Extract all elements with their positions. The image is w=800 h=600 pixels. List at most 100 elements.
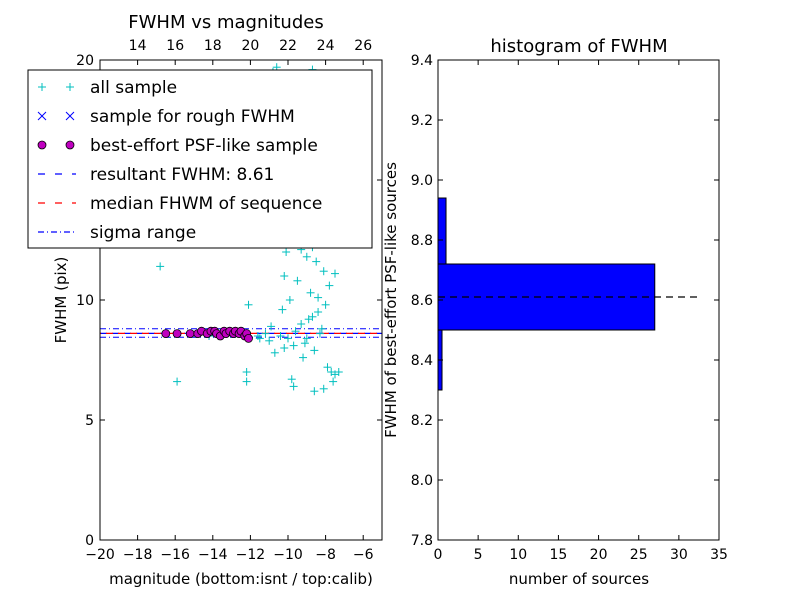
histogram-x-tick-label: 20	[590, 547, 608, 563]
scatter-legend: all sample sample for rough FWHM best-effo…	[27, 69, 373, 249]
scatter-top-tick-label: 18	[204, 38, 222, 54]
legend-marker-right	[66, 83, 74, 91]
all-sample-point	[270, 348, 279, 357]
histogram-y-tick-label: 8.6	[411, 293, 433, 309]
all-sample-point	[314, 308, 323, 316]
all-sample-point	[317, 324, 326, 333]
all-sample-point	[242, 368, 251, 376]
legend-entry: sample for rough FWHM	[37, 107, 295, 127]
histogram-x-axis-label: number of sources	[509, 570, 649, 588]
scatter-plot-area	[100, 63, 382, 396]
scatter-title: FWHM vs magnitudes	[128, 12, 323, 33]
all-sample-point	[261, 329, 270, 338]
scatter-x-tick-label: −6	[353, 547, 374, 563]
scatter-x-tick-label: −16	[160, 547, 190, 563]
histogram-axes: 0 5 10 15 20 25 30 35 7.8 8.0 8.2 8.4 8.6 8.8 9.0 9.2 9.…	[411, 53, 728, 563]
legend-marker-left	[38, 83, 46, 91]
scatter-y-tick-label: 10	[76, 293, 94, 309]
psf-sample-point	[185, 329, 195, 339]
legend-label: best-effort PSF-like sample	[90, 136, 318, 156]
all-sample-point	[289, 341, 298, 350]
all-sample-point	[173, 377, 182, 386]
legend-marker-left	[37, 111, 47, 121]
all-sample-point	[310, 387, 319, 396]
histogram-x-tick-label: 0	[434, 547, 443, 563]
scatter-y-tick-label: 20	[76, 53, 94, 69]
legend-label: all sample	[90, 78, 177, 98]
all-sample-point	[280, 344, 289, 352]
all-sample-point	[329, 377, 338, 386]
scatter-top-tick-label: 16	[166, 38, 184, 54]
all-sample-point	[242, 377, 251, 386]
all-sample-point	[289, 382, 298, 391]
all-sample-point	[302, 334, 311, 343]
scatter-y-tick-label: 5	[85, 413, 94, 429]
legend-marker-right-b	[65, 111, 75, 121]
legend-marker-right	[65, 140, 75, 150]
histogram-x-tick-label: 15	[550, 547, 568, 563]
scatter-panel: −20−18−16−14−12−10−8−6051015201416182022…	[52, 12, 383, 588]
histogram-plot-area	[437, 197, 697, 391]
all-sample-point	[304, 315, 313, 324]
all-sample-point	[321, 300, 330, 309]
all-sample-point	[323, 363, 332, 372]
scatter-x-tick-label: −8	[315, 547, 336, 563]
all-sample-point	[299, 353, 308, 362]
scatter-top-tick-label: 20	[241, 38, 259, 54]
histogram-x-tick-label: 35	[710, 547, 728, 563]
histogram-x-tick-label: 10	[509, 547, 527, 563]
histogram-y-tick-label: 9.2	[411, 113, 433, 129]
all-sample-point	[284, 334, 292, 343]
all-sample-point	[319, 384, 328, 393]
scatter-x-axis-label: magnitude (bottom:isnt / top:calib)	[109, 570, 373, 588]
histogram-y-tick-label: 8.2	[411, 413, 433, 429]
histogram-panel: 0 5 10 15 20 25 30 35 7.8 8.0 8.2 8.4 8.6 8.8 9.0 9.2 9.…	[382, 36, 728, 588]
legend-label: resultant FWHM: 8.61	[90, 165, 274, 185]
histogram-x-tick-label: 5	[474, 547, 483, 563]
histogram-y-axis-label: FWHM of best-effort PSF-like sources	[382, 162, 400, 438]
histogram-y-tick-label: 9.0	[411, 173, 433, 189]
psf-sample-point	[172, 329, 182, 339]
legend-marker-right	[65, 111, 75, 121]
all-sample-point	[293, 276, 302, 285]
all-sample-point	[244, 300, 253, 309]
all-sample-point	[267, 322, 276, 331]
legend-marker-left-b	[37, 111, 47, 121]
all-sample-point	[319, 267, 328, 276]
all-sample-point	[331, 269, 339, 278]
all-sample-point	[314, 293, 323, 302]
legend-entries: all sample sample for rough FWHM best-effo…	[37, 78, 322, 243]
legend-entry: all sample	[38, 78, 177, 98]
histogram-y-tick-label: 9.4	[411, 53, 433, 69]
scatter-y-tick-label: 0	[85, 533, 94, 549]
histogram-bar	[437, 197, 447, 265]
legend-entry: median FHWM of sequence	[38, 194, 322, 214]
all-sample-point	[334, 368, 343, 376]
scatter-y-axis-label: FWHM (pix)	[52, 257, 70, 344]
all-sample-point	[291, 327, 300, 336]
legend-label: sample for rough FWHM	[90, 107, 295, 127]
scatter-x-tick-label: −10	[273, 547, 303, 563]
legend-entry: resultant FWHM: 8.61	[38, 165, 274, 185]
all-sample-point	[310, 346, 319, 355]
histogram-y-tick-label: 8.0	[411, 473, 433, 489]
all-sample-point	[282, 248, 291, 256]
legend-entry: sigma range	[38, 223, 196, 243]
all-sample-point	[312, 257, 321, 266]
histogram-y-tick-label: 8.8	[411, 233, 433, 249]
all-sample-point	[297, 320, 306, 328]
scatter-top-tick-label: 24	[317, 38, 335, 54]
scatter-x-tick-label: −20	[85, 547, 115, 563]
all-sample-point	[285, 296, 294, 304]
legend-label: sigma range	[90, 223, 196, 243]
all-sample-point	[253, 332, 262, 340]
scatter-axes: −20−18−16−14−12−10−8−6051015201416182022…	[76, 38, 382, 563]
psf-sample-point	[161, 329, 171, 339]
scatter-x-tick-label: −14	[198, 547, 228, 563]
all-sample-point	[287, 375, 296, 384]
scatter-top-tick-label: 22	[279, 38, 297, 54]
all-sample-point	[302, 252, 311, 261]
scatter-top-tick-label: 26	[354, 38, 372, 54]
histogram-y-tick-label: 7.8	[411, 533, 433, 549]
